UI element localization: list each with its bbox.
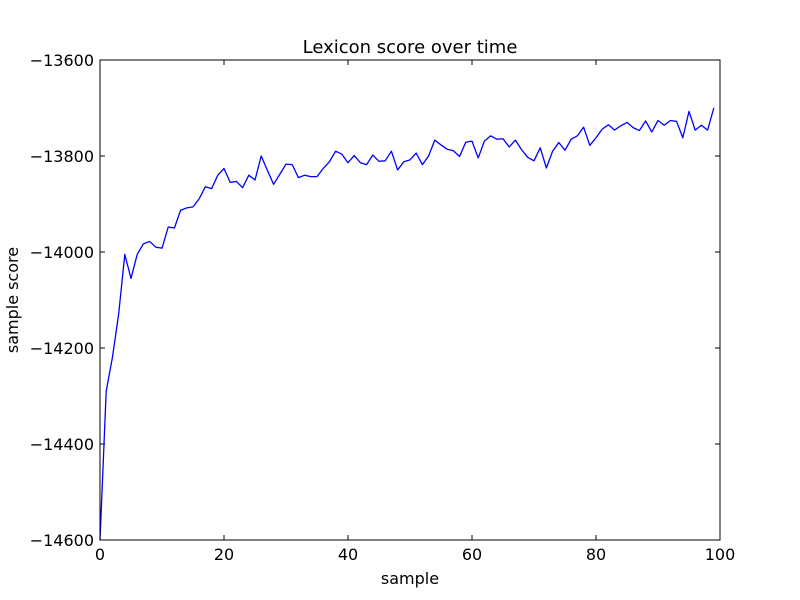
y-tick-label: −14600 [30, 531, 94, 550]
x-tick-label: 40 [338, 545, 358, 564]
y-axis-label: sample score [3, 247, 22, 353]
tick-labels: 0 20 40 60 80 100 −13600 −13800 −14000 −14200 −144… [30, 51, 736, 564]
chart-title: Lexicon score over time [303, 37, 518, 58]
x-tick-label: 20 [214, 545, 234, 564]
plot-frame [99, 59, 721, 541]
axis-ticks [99, 59, 721, 541]
y-tick-label: −13800 [30, 147, 94, 166]
x-tick-label: 100 [705, 545, 736, 564]
y-tick-label: −13600 [30, 51, 94, 70]
x-tick-label: 80 [586, 545, 606, 564]
data-line [99, 107, 715, 541]
y-tick-label: −14000 [30, 243, 94, 262]
x-tick-label: 0 [95, 545, 105, 564]
x-axis-label: sample [381, 569, 439, 588]
x-tick-label: 60 [462, 545, 482, 564]
y-tick-label: −14400 [30, 435, 94, 454]
y-tick-label: −14200 [30, 339, 94, 358]
